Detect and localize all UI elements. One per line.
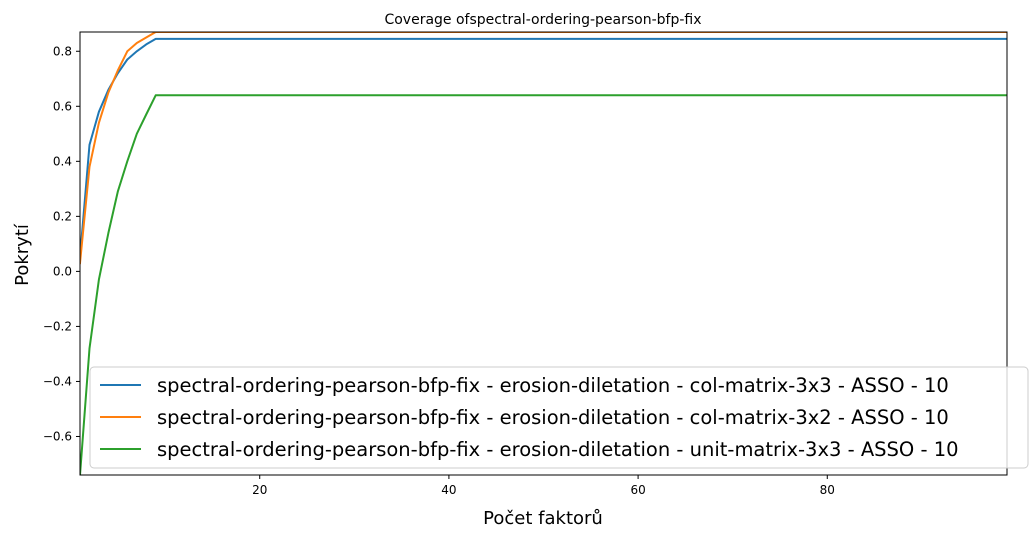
series-line-2: [80, 32, 1007, 265]
y-axis-ticks: −0.6 −0.4 −0.2 0.0 0.2 0.4 0.6 0.8: [43, 44, 80, 443]
chart-title: Coverage ofspectral-ordering-pearson-bfp…: [384, 12, 701, 28]
plot-frame: [79, 31, 1008, 476]
legend-label: spectral-ordering-pearson-bfp-fix - eros…: [157, 406, 949, 429]
y-tick-label: 0.0: [53, 264, 72, 278]
x-tick-label: 20: [252, 483, 267, 497]
y-tick-label: −0.2: [43, 319, 72, 333]
y-tick-label: −0.4: [43, 374, 72, 388]
y-tick-label: 0.4: [53, 154, 72, 168]
x-tick-label: 60: [630, 483, 645, 497]
legend-label: spectral-ordering-pearson-bfp-fix - eros…: [157, 438, 959, 461]
legend-label: spectral-ordering-pearson-bfp-fix - eros…: [157, 374, 949, 397]
series-line-1: [80, 37, 1007, 259]
y-tick-label: 0.2: [53, 209, 72, 223]
x-axis-label: Počet faktorů: [483, 508, 603, 529]
y-axis-label: Pokrytí: [12, 223, 33, 286]
series-line-3: [80, 94, 1007, 475]
x-tick-label: 40: [441, 483, 456, 497]
legend-box: [89, 366, 1029, 469]
x-tick-label: 80: [820, 483, 835, 497]
y-tick-label: 0.6: [53, 99, 72, 113]
y-tick-label: −0.6: [43, 429, 72, 443]
legend: spectral-ordering-pearson-bfp-fix - eros…: [89, 366, 1029, 469]
plot-area: [79, 31, 1008, 476]
x-axis-ticks: 20 40 60 80: [252, 475, 835, 497]
y-tick-label: 0.8: [53, 44, 72, 58]
